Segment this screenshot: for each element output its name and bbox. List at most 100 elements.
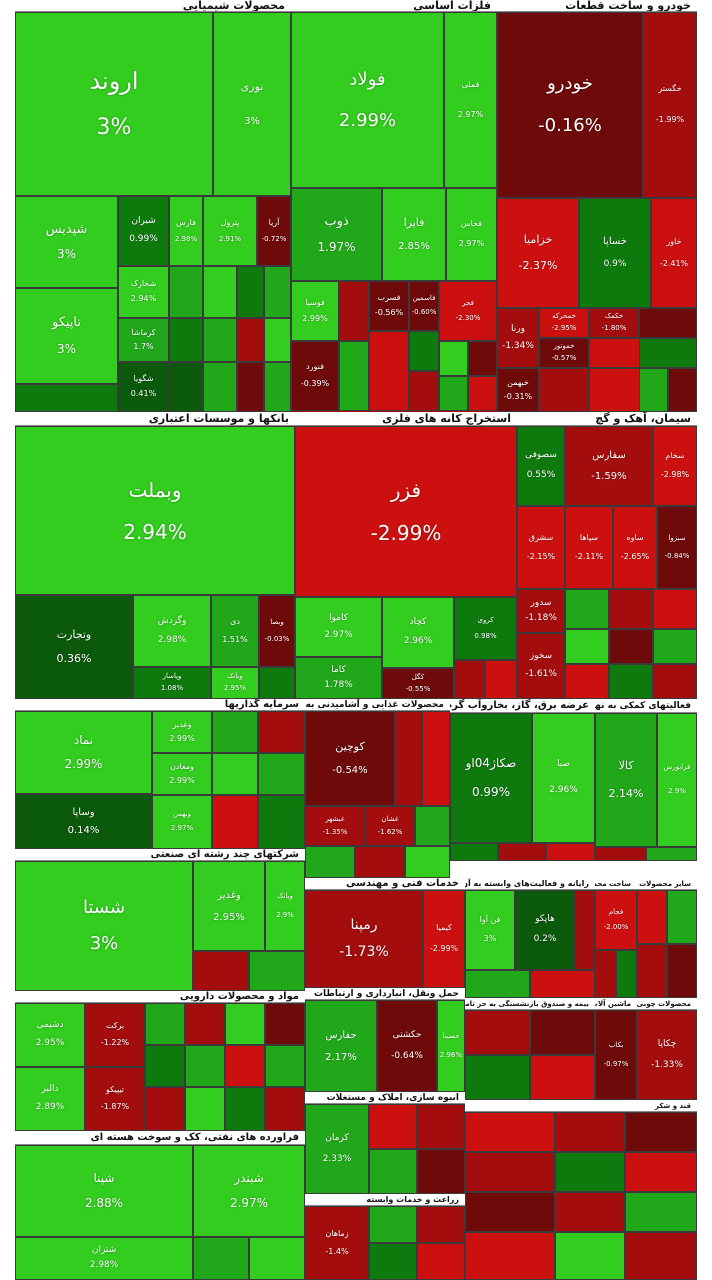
sector-title[interactable]: بیمه و صندوق بازنشستگی به جز تامین اجتما…	[465, 998, 595, 1010]
sector-title[interactable]: سرمایه گذاریها	[15, 699, 305, 711]
stock-tile-small[interactable]	[193, 951, 249, 991]
stock-tile[interactable]: نوری 3%	[213, 12, 291, 196]
sector-title[interactable]: عرضه برق، گاز، بخاروآب گرم	[450, 699, 595, 713]
stock-tile-small[interactable]	[639, 338, 697, 368]
stock-tile-small[interactable]	[468, 376, 497, 411]
stock-tile-small[interactable]	[465, 1152, 555, 1192]
stock-tile-small[interactable]	[355, 846, 405, 878]
stock-tile-small[interactable]	[646, 847, 697, 861]
stock-tile[interactable]: کاموا 2.97%	[295, 597, 382, 657]
stock-tile[interactable]: وبصا -0.03%	[259, 595, 295, 667]
stock-tile-small[interactable]	[439, 341, 468, 376]
stock-tile[interactable]: خموتور -0.57%	[539, 338, 589, 368]
stock-tile-small[interactable]	[185, 1045, 225, 1087]
stock-tile-small[interactable]	[258, 753, 305, 795]
stock-tile[interactable]: خمحرکه -2.95%	[539, 308, 589, 338]
stock-tile-small[interactable]	[555, 1112, 625, 1152]
stock-tile-small[interactable]	[237, 362, 264, 412]
stock-tile-small[interactable]	[258, 711, 305, 753]
stock-tile-small[interactable]	[589, 368, 643, 412]
stock-tile-small[interactable]	[185, 1003, 225, 1045]
stock-tile[interactable]: ورنا -1.34%	[497, 308, 539, 368]
stock-tile[interactable]: صبا 2.96%	[532, 713, 595, 843]
stock-tile-small[interactable]	[212, 795, 258, 849]
sector-title[interactable]: محصولات شیمیایی	[15, 0, 291, 12]
stock-tile[interactable]: ومعادن 2.99%	[152, 753, 212, 795]
stock-tile-small[interactable]	[439, 376, 468, 411]
stock-tile-small[interactable]	[225, 1003, 265, 1045]
sector-title[interactable]: فعالیتهای کمکی به نهادهای مالی واسط	[595, 699, 697, 713]
stock-tile[interactable]: وغدیر 2.99%	[152, 711, 212, 753]
stock-tile-small[interactable]	[468, 341, 497, 376]
stock-tile-small[interactable]	[539, 368, 589, 412]
stock-tile[interactable]: چکاپا -1.33%	[637, 1010, 697, 1100]
stock-tile-small[interactable]	[395, 711, 422, 806]
stock-tile[interactable]: شیران 0.99%	[118, 196, 169, 266]
stock-tile-small[interactable]	[639, 308, 697, 338]
stock-tile[interactable]: فملی 2.97%	[444, 12, 497, 188]
stock-tile[interactable]: فن آوا 3%	[465, 890, 515, 970]
stock-tile[interactable]: هاپکو 0.2%	[515, 890, 575, 970]
stock-tile[interactable]: وبانک 2.95%	[211, 667, 259, 699]
stock-tile-small[interactable]	[625, 1112, 697, 1152]
sector-title[interactable]: زراعت و خدمات وابسته	[305, 1194, 465, 1206]
stock-tile[interactable]: حفارس 2.17%	[305, 1000, 377, 1092]
stock-tile-small[interactable]	[498, 843, 546, 861]
stock-tile-small[interactable]	[667, 944, 697, 998]
sector-title[interactable]: رایانه و فعالیت‌های وابسته به آن	[465, 878, 595, 890]
stock-tile[interactable]: دالبر 2.89%	[15, 1067, 85, 1131]
stock-tile[interactable]: سصوفی 0.55%	[517, 426, 565, 506]
sector-title[interactable]: فلزات اساسی	[291, 0, 497, 12]
stock-tile-small[interactable]	[145, 1087, 185, 1131]
stock-tile-small[interactable]	[264, 266, 291, 318]
stock-tile-small[interactable]	[369, 331, 409, 411]
stock-tile-small[interactable]	[249, 1237, 305, 1280]
stock-tile[interactable]: شگویا 0.41%	[118, 362, 169, 412]
stock-tile[interactable]: نماد 2.99%	[15, 711, 152, 794]
stock-tile-small[interactable]	[145, 1003, 185, 1045]
stock-tile[interactable]: خساپا 0.9%	[579, 198, 651, 308]
stock-tile-small[interactable]	[369, 1206, 417, 1243]
sector-title[interactable]: بانکها و موسسات اعتباری	[15, 412, 295, 426]
stock-tile-small[interactable]	[454, 660, 485, 699]
sector-title[interactable]: ماشین آلات و دستگاه‌های برقی	[595, 998, 637, 1010]
stock-tile[interactable]: فخاس 2.97%	[446, 188, 497, 281]
stock-tile-small[interactable]	[169, 318, 203, 362]
stock-tile[interactable]: سبزوا -0.84%	[657, 506, 697, 589]
stock-tile-small[interactable]	[417, 1243, 465, 1280]
stock-tile[interactable]: خگستر -1.99%	[643, 12, 697, 198]
stock-tile[interactable]: وگردش 2.98%	[133, 595, 211, 667]
sector-title[interactable]: شرکتهای چند رشته ای صنعتی	[15, 849, 305, 861]
stock-tile-small[interactable]	[258, 795, 305, 849]
stock-tile-small[interactable]	[565, 664, 609, 699]
sector-title[interactable]: خودرو و ساخت قطعات	[497, 0, 697, 12]
stock-tile[interactable]: فزر -2.99%	[295, 426, 517, 597]
stock-tile-small[interactable]	[259, 667, 295, 699]
stock-tile-small[interactable]	[555, 1192, 625, 1232]
sector-title[interactable]: مواد و محصولات دارویی	[15, 991, 305, 1003]
stock-tile-small[interactable]	[625, 1152, 697, 1192]
stock-tile-small[interactable]	[565, 589, 609, 629]
stock-tile[interactable]: وساپا 0.14%	[15, 794, 152, 849]
stock-tile-small[interactable]	[212, 753, 258, 795]
stock-tile-small[interactable]	[203, 266, 237, 318]
stock-tile[interactable]: رمپنا -1.73%	[305, 890, 423, 988]
stock-tile-small[interactable]	[565, 629, 609, 664]
stock-tile-small[interactable]	[653, 629, 697, 664]
stock-tile[interactable]: شپنا 2.88%	[15, 1145, 193, 1237]
stock-tile-small[interactable]	[417, 1149, 465, 1194]
stock-tile[interactable]: تیپیکو -1.87%	[85, 1067, 145, 1131]
stock-tile[interactable]: وبهمن 2.97%	[152, 795, 212, 849]
stock-tile-small[interactable]	[625, 1232, 697, 1280]
stock-tile[interactable]: کچاد 2.96%	[382, 597, 454, 668]
stock-tile[interactable]: شپدیس 3%	[15, 196, 118, 288]
stock-tile-small[interactable]	[264, 362, 291, 412]
stock-tile-small[interactable]	[369, 1243, 417, 1280]
stock-tile[interactable]: حکشتی -0.64%	[377, 1000, 437, 1092]
stock-tile-small[interactable]	[422, 711, 450, 806]
stock-tile-small[interactable]	[237, 266, 264, 318]
stock-tile[interactable]: وتجارت 0.36%	[15, 595, 133, 699]
stock-tile[interactable]: وبملت 2.94%	[15, 426, 295, 595]
stock-tile[interactable]: وغدیر 2.95%	[193, 861, 265, 951]
stock-tile[interactable]: پترول 2.91%	[203, 196, 257, 266]
